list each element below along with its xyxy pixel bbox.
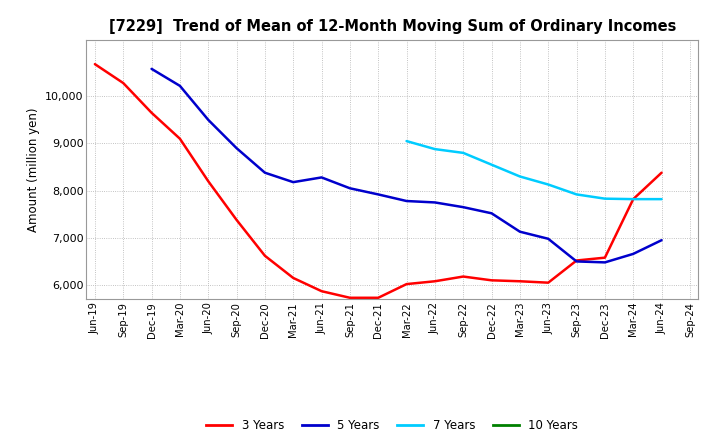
3 Years [629,197,637,202]
5 Years [261,170,269,176]
3 Years [657,170,666,176]
Legend: 3 Years, 5 Years, 7 Years, 10 Years: 3 Years, 5 Years, 7 Years, 10 Years [202,414,583,436]
Line: 5 Years: 5 Years [152,69,662,262]
5 Years [459,205,467,210]
Line: 3 Years: 3 Years [95,64,662,298]
Title: [7229]  Trend of Mean of 12-Month Moving Sum of Ordinary Incomes: [7229] Trend of Mean of 12-Month Moving … [109,19,676,34]
Line: 7 Years: 7 Years [407,141,662,199]
3 Years [289,275,297,281]
5 Years [431,200,439,205]
5 Years [289,180,297,185]
5 Years [374,192,382,197]
Y-axis label: Amount (million yen): Amount (million yen) [27,107,40,231]
5 Years [318,175,326,180]
5 Years [516,229,524,235]
7 Years [459,150,467,155]
3 Years [374,295,382,301]
7 Years [544,182,552,187]
5 Years [657,238,666,243]
3 Years [233,217,241,223]
5 Years [346,186,354,191]
5 Years [176,83,184,88]
3 Years [487,278,496,283]
3 Years [459,274,467,279]
7 Years [402,139,411,144]
3 Years [204,179,212,184]
5 Years [629,251,637,257]
3 Years [91,62,99,67]
3 Years [402,282,411,287]
7 Years [629,197,637,202]
3 Years [318,289,326,294]
3 Years [572,258,581,263]
3 Years [148,110,156,115]
3 Years [431,279,439,284]
5 Years [402,198,411,204]
3 Years [119,81,127,86]
5 Years [204,117,212,122]
3 Years [516,279,524,284]
5 Years [600,260,609,265]
7 Years [572,192,581,197]
5 Years [233,146,241,151]
3 Years [346,295,354,301]
5 Years [487,211,496,216]
7 Years [516,174,524,179]
5 Years [572,259,581,264]
3 Years [544,280,552,285]
7 Years [487,162,496,167]
5 Years [148,66,156,72]
7 Years [431,147,439,152]
3 Years [176,136,184,141]
5 Years [544,236,552,242]
7 Years [657,197,666,202]
7 Years [600,196,609,202]
3 Years [600,255,609,260]
3 Years [261,253,269,258]
